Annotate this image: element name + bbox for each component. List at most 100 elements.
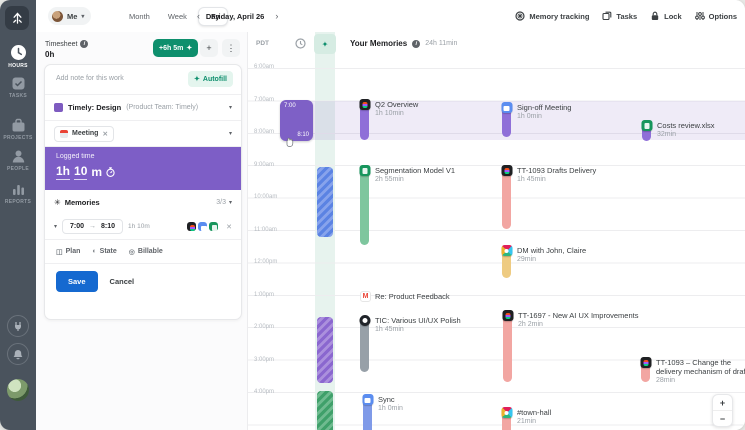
- info-icon[interactable]: i: [80, 40, 89, 48]
- plan-toggle[interactable]: ◫ Plan: [56, 248, 80, 256]
- remove-entry-icon[interactable]: ✕: [226, 223, 232, 231]
- event-duration: 1h 0min: [517, 113, 542, 120]
- event-pill[interactable]: [640, 357, 651, 382]
- tag-select[interactable]: Meeting ✕ ▾: [45, 121, 241, 147]
- memory-event-sync[interactable]: Sync 1h 0min: [362, 394, 403, 430]
- save-button[interactable]: Save: [56, 271, 98, 292]
- sidebar-item-reports[interactable]: REPORTS: [0, 182, 36, 205]
- hour-label: 7:00am: [254, 97, 275, 103]
- logged-minutes-field[interactable]: 10: [74, 164, 88, 180]
- memory-event-tt1093-drafts[interactable]: TT-1093 Drafts Delivery 1h 45min: [501, 165, 596, 229]
- event-pill[interactable]: [359, 165, 370, 245]
- ai-suggestion-block[interactable]: [317, 317, 333, 383]
- memory-event-segmentation-model[interactable]: Segmentation Model V1 2h 55min: [359, 165, 455, 245]
- current-date-label[interactable]: Friday, April 26: [211, 11, 265, 21]
- me-selector[interactable]: Me ▾: [48, 7, 92, 25]
- state-toggle[interactable]: ◐ State: [92, 248, 116, 255]
- remove-tag-icon[interactable]: ✕: [102, 130, 108, 138]
- collapse-entry-icon[interactable]: ▾: [54, 224, 58, 230]
- event-pill[interactable]: [641, 120, 652, 141]
- memory-event-dm-john-claire[interactable]: DM with John, Claire 29min: [501, 245, 587, 278]
- options-button[interactable]: Options: [694, 11, 737, 21]
- start-time[interactable]: 7:00: [70, 223, 85, 230]
- notifications-button[interactable]: [7, 343, 29, 365]
- autofill-button[interactable]: ✦ Autofill: [188, 71, 233, 87]
- project-select[interactable]: Timely: Design (Product Team: Timely) ▾: [45, 95, 241, 121]
- event-pill[interactable]: [502, 310, 513, 382]
- event-duration: 2h 2min: [518, 321, 543, 328]
- memory-event-town-hall[interactable]: #town-hall 21min: [501, 407, 551, 430]
- hour-label: 3:00pm: [254, 357, 275, 363]
- chevron-down-icon: ▾: [228, 105, 232, 111]
- event-duration: 21min: [517, 418, 537, 425]
- planned-time-block[interactable]: 7:00 8:10: [280, 100, 313, 147]
- event-pill[interactable]: [359, 99, 370, 140]
- overflow-menu-button[interactable]: ⋮: [222, 39, 240, 57]
- ai-suggestion-block[interactable]: [317, 167, 333, 237]
- prev-day-button[interactable]: ‹: [197, 11, 200, 21]
- next-day-button[interactable]: ›: [275, 11, 279, 21]
- memory-event-tt1093-change[interactable]: TT-1093 – Change the delivery mechanism …: [640, 357, 745, 384]
- topbar: Me ▾ Month Week Day ‹ Friday, April 26 ›…: [36, 0, 745, 32]
- ai-suggest-button[interactable]: +6h 5m ✦: [153, 39, 199, 57]
- sheets-app-icon: [209, 222, 219, 231]
- memory-event-sign-off-meeting[interactable]: Sign-off Meeting 1h 0min: [501, 102, 572, 137]
- event-title: Sign-off Meeting: [517, 103, 572, 112]
- event-pill[interactable]: [501, 245, 512, 278]
- lock-button[interactable]: Lock: [650, 11, 682, 21]
- memory-event-product-feedback[interactable]: M Re: Product Feedback: [360, 291, 450, 302]
- zoom-in-button[interactable]: +: [713, 395, 732, 411]
- ai-column-header[interactable]: ✦: [314, 34, 336, 54]
- planned-column-icon: [295, 38, 306, 49]
- event-pill[interactable]: [501, 407, 512, 430]
- arrow-icon: →: [89, 223, 97, 230]
- event-pill[interactable]: [501, 102, 512, 137]
- sidebar-item-projects[interactable]: PROJECTS: [0, 118, 36, 141]
- hour-label: 9:00am: [254, 162, 275, 168]
- memories-title: Memories: [64, 197, 100, 207]
- billable-toggle[interactable]: ◎ Billable: [129, 248, 163, 256]
- memory-event-tt1697[interactable]: TT-1697 - New AI UX Improvements 2h 2min: [502, 310, 638, 382]
- figma-app-icon: [502, 310, 513, 321]
- timesheet-total: 0h: [45, 50, 55, 59]
- block-end-time: 8:10: [297, 132, 309, 138]
- note-input[interactable]: Add note for this work: [56, 75, 124, 82]
- info-icon[interactable]: i: [412, 39, 421, 48]
- slack-app-icon: [501, 245, 512, 256]
- entry-card: Add note for this work ✦ Autofill Timely…: [44, 64, 242, 320]
- tab-month[interactable]: Month: [129, 11, 150, 21]
- event-pill[interactable]: [359, 315, 370, 372]
- tic-app-icon: [359, 315, 370, 326]
- end-time[interactable]: 8:10: [101, 223, 116, 230]
- tasks-button[interactable]: Tasks: [602, 11, 637, 21]
- tab-week[interactable]: Week: [167, 11, 187, 21]
- sidebar-item-tasks[interactable]: TASKS: [0, 76, 36, 99]
- date-navigation: ‹ Friday, April 26 ›: [194, 4, 281, 28]
- time-range-input[interactable]: 7:00 → 8:10: [62, 219, 124, 234]
- ai-suggestion-block[interactable]: [317, 391, 333, 430]
- event-pill[interactable]: [501, 165, 512, 229]
- tag-chip-meeting[interactable]: Meeting ✕: [54, 125, 114, 142]
- memory-event-q2-overview[interactable]: Q2 Overview 1h 10min: [359, 99, 418, 140]
- user-avatar[interactable]: [7, 379, 29, 401]
- sidebar-item-hours[interactable]: HOURS: [0, 44, 36, 69]
- timely-logo[interactable]: [5, 6, 29, 30]
- cancel-button[interactable]: Cancel: [109, 277, 135, 286]
- event-title: Re: Product Feedback: [375, 292, 450, 301]
- day-calendar: PDT ✦ Your Memories i 24h 11min 6:00am 7…: [248, 32, 745, 430]
- memory-event-costs-review[interactable]: Costs review.xlsx 32min: [641, 120, 715, 141]
- memories-header[interactable]: ✳ Memories 3/3 ▾: [45, 190, 241, 214]
- event-pill[interactable]: [362, 394, 373, 430]
- zoom-out-button[interactable]: −: [719, 413, 726, 424]
- logged-hours-field[interactable]: 1h: [56, 164, 71, 180]
- sidebar-item-people[interactable]: PEOPLE: [0, 149, 36, 172]
- tab-day[interactable]: Day: [197, 6, 228, 26]
- sidebar-label-people: PEOPLE: [6, 166, 30, 172]
- integrations-button[interactable]: [7, 315, 29, 337]
- sheets-app-icon: [359, 165, 370, 176]
- memory-event-tic-polish[interactable]: TIC: Various UI/UX Polish 1h 45min: [359, 315, 461, 372]
- memory-tracking-button[interactable]: Memory tracking: [515, 11, 589, 21]
- event-title: DM with John, Claire: [517, 246, 587, 255]
- add-entry-button[interactable]: +: [200, 39, 218, 57]
